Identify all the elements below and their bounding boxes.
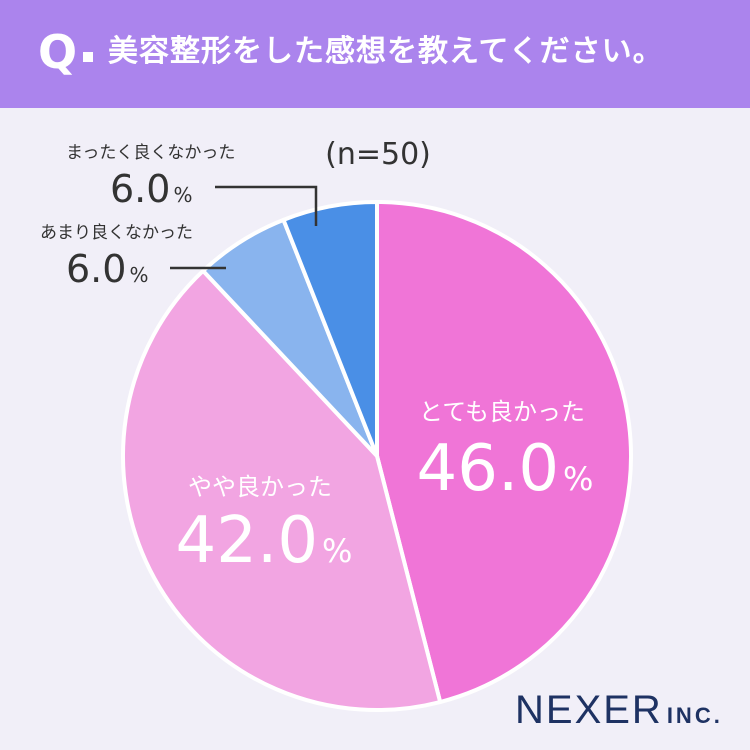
pie-slices — [121, 200, 633, 712]
pie-slice-1 — [121, 268, 443, 712]
slice-label-3: まったく良くなかった — [66, 143, 235, 163]
slice-labels: とても良かった 46.0 % やや良かった 42.0 % まったく良くなかった 6.0 % あまり… — [40, 143, 593, 578]
brand-name: NEXER — [515, 688, 663, 732]
question-title: 美容整形をした感想を教えてください。 — [108, 34, 664, 69]
brand-suffix: INC. — [666, 703, 723, 728]
leader-line-3 — [215, 185, 318, 226]
brand-logo: NEXER INC. — [515, 686, 723, 740]
question-header: Q 美容整形をした感想を教えてください。 — [0, 0, 750, 108]
leader-lines — [170, 185, 318, 270]
slice-value-1: 42.0% — [176, 504, 353, 578]
slice-label-1: やや良かった — [188, 473, 332, 501]
pie-slice-0 — [375, 200, 633, 705]
q-dot — [83, 52, 93, 62]
slice-value-2: 6.0% — [66, 247, 148, 291]
pie-slice-3 — [281, 200, 379, 458]
sample-size-label: (n=50) — [325, 137, 431, 172]
slice-label-0: とても良かった — [419, 398, 585, 426]
slice-label-2: あまり良くなかった — [40, 223, 193, 243]
slice-value-0: 46.0% — [417, 432, 594, 506]
q-mark: Q — [38, 25, 78, 79]
slice-value-3: 6.0% — [110, 167, 192, 211]
